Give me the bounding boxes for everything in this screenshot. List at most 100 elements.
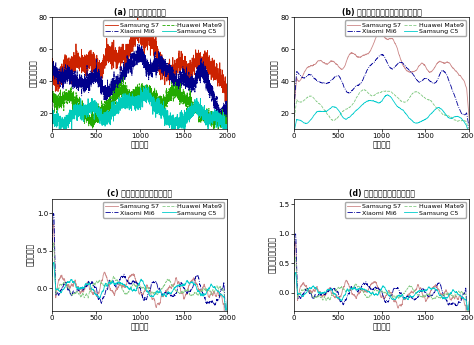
Xiaomi Mi6 bbox=[49, 74, 55, 78]
Legend: Samsung S7, Xiaomi Mi6, Huawei Mate9, Samsung C5: Samsung S7, Xiaomi Mi6, Huawei Mate9, Sa… bbox=[345, 20, 466, 36]
Legend: Samsung S7, Xiaomi Mi6, Huawei Mate9, Samsung C5: Samsung S7, Xiaomi Mi6, Huawei Mate9, Sa… bbox=[103, 202, 224, 217]
Samsung C5 bbox=[219, 118, 225, 122]
Xiaomi Mi6 bbox=[466, 126, 472, 130]
Xiaomi Mi6 bbox=[187, 88, 193, 92]
Huawei Mate9 bbox=[225, 300, 230, 304]
Legend: Samsung S7, Xiaomi Mi6, Huawei Mate9, Samsung C5: Samsung S7, Xiaomi Mi6, Huawei Mate9, Sa… bbox=[345, 202, 466, 217]
Samsung C5 bbox=[224, 134, 229, 138]
Samsung S7 bbox=[225, 318, 230, 323]
Samsung S7 bbox=[466, 116, 472, 120]
Xiaomi Mi6 bbox=[461, 292, 467, 296]
Line: Samsung S7: Samsung S7 bbox=[294, 32, 469, 118]
Line: Huawei Mate9: Huawei Mate9 bbox=[52, 77, 228, 133]
Huawei Mate9 bbox=[429, 297, 435, 301]
Huawei Mate9 bbox=[376, 90, 382, 95]
Samsung S7 bbox=[377, 30, 383, 34]
Samsung C5 bbox=[291, 130, 297, 134]
Xiaomi Mi6 bbox=[130, 63, 136, 67]
Huawei Mate9 bbox=[461, 119, 467, 123]
Xiaomi Mi6 bbox=[219, 117, 225, 121]
Samsung C5 bbox=[466, 134, 472, 138]
Line: Huawei Mate9: Huawei Mate9 bbox=[294, 89, 469, 134]
Xiaomi Mi6 bbox=[291, 106, 297, 110]
Xiaomi Mi6 bbox=[49, 249, 55, 254]
Xiaomi Mi6 bbox=[51, 211, 56, 216]
Huawei Mate9 bbox=[187, 294, 193, 298]
Samsung C5 bbox=[51, 260, 57, 265]
Y-axis label: 地磁信号强度: 地磁信号强度 bbox=[28, 59, 37, 87]
Samsung S7 bbox=[465, 341, 470, 345]
Huawei Mate9 bbox=[372, 288, 377, 292]
Samsung C5 bbox=[135, 95, 140, 99]
Samsung S7 bbox=[130, 33, 136, 38]
Samsung C5 bbox=[461, 297, 467, 301]
X-axis label: 序列索引: 序列索引 bbox=[130, 141, 149, 150]
Huawei Mate9 bbox=[219, 122, 225, 126]
Huawei Mate9 bbox=[58, 283, 64, 287]
X-axis label: 序列索引: 序列索引 bbox=[373, 141, 391, 150]
Xiaomi Mi6 bbox=[135, 41, 141, 46]
Huawei Mate9 bbox=[225, 128, 230, 132]
Xiaomi Mi6 bbox=[225, 118, 230, 122]
Samsung S7 bbox=[49, 254, 55, 258]
Huawei Mate9 bbox=[461, 292, 467, 296]
Samsung C5 bbox=[372, 293, 377, 297]
Samsung C5 bbox=[300, 294, 306, 298]
Samsung C5 bbox=[225, 297, 230, 301]
Samsung S7 bbox=[130, 273, 136, 277]
Samsung S7 bbox=[372, 39, 377, 43]
Xiaomi Mi6 bbox=[466, 305, 472, 309]
Samsung C5 bbox=[300, 120, 306, 124]
Huawei Mate9 bbox=[461, 293, 467, 297]
Huawei Mate9 bbox=[361, 87, 366, 91]
Samsung C5 bbox=[135, 285, 140, 289]
Samsung C5 bbox=[385, 93, 391, 97]
Line: Xiaomi Mi6: Xiaomi Mi6 bbox=[52, 214, 228, 321]
Samsung S7 bbox=[135, 27, 140, 31]
Samsung S7 bbox=[135, 16, 141, 20]
Huawei Mate9 bbox=[376, 290, 382, 294]
Huawei Mate9 bbox=[224, 131, 229, 135]
Samsung S7 bbox=[187, 280, 193, 285]
Line: Samsung S7: Samsung S7 bbox=[294, 243, 469, 343]
Huawei Mate9 bbox=[135, 83, 140, 87]
Samsung C5 bbox=[49, 274, 55, 278]
Xiaomi Mi6 bbox=[187, 288, 193, 293]
Line: Huawei Mate9: Huawei Mate9 bbox=[294, 257, 469, 313]
Huawei Mate9 bbox=[466, 132, 472, 136]
Samsung S7 bbox=[291, 107, 297, 111]
Samsung S7 bbox=[219, 68, 225, 72]
Samsung C5 bbox=[49, 117, 55, 121]
Samsung S7 bbox=[372, 280, 377, 285]
Samsung C5 bbox=[429, 111, 435, 115]
Xiaomi Mi6 bbox=[292, 232, 298, 236]
Huawei Mate9 bbox=[291, 120, 297, 124]
Xiaomi Mi6 bbox=[135, 282, 140, 286]
Xiaomi Mi6 bbox=[291, 262, 297, 266]
Huawei Mate9 bbox=[50, 240, 56, 245]
Xiaomi Mi6 bbox=[461, 112, 467, 117]
Samsung C5 bbox=[130, 288, 136, 293]
Xiaomi Mi6 bbox=[429, 293, 435, 297]
Samsung S7 bbox=[300, 282, 306, 286]
Huawei Mate9 bbox=[219, 288, 225, 292]
Samsung S7 bbox=[58, 68, 64, 72]
Samsung S7 bbox=[187, 68, 193, 72]
Xiaomi Mi6 bbox=[224, 319, 229, 323]
Samsung S7 bbox=[293, 240, 299, 245]
Title: (d) 归一化地磁信号梯度序列: (d) 归一化地磁信号梯度序列 bbox=[349, 189, 415, 198]
Xiaomi Mi6 bbox=[379, 52, 384, 57]
Xiaomi Mi6 bbox=[219, 287, 225, 292]
Title: (a) 原始地磁信号序列: (a) 原始地磁信号序列 bbox=[114, 8, 166, 17]
Samsung S7 bbox=[49, 74, 55, 78]
Xiaomi Mi6 bbox=[461, 112, 467, 117]
Samsung C5 bbox=[429, 286, 435, 290]
Line: Samsung S7: Samsung S7 bbox=[52, 225, 228, 345]
Samsung S7 bbox=[58, 275, 64, 279]
Samsung C5 bbox=[130, 100, 136, 104]
Huawei Mate9 bbox=[300, 99, 306, 103]
Samsung C5 bbox=[223, 308, 229, 312]
Samsung S7 bbox=[224, 102, 230, 107]
Xiaomi Mi6 bbox=[58, 75, 64, 79]
Samsung S7 bbox=[461, 79, 467, 83]
